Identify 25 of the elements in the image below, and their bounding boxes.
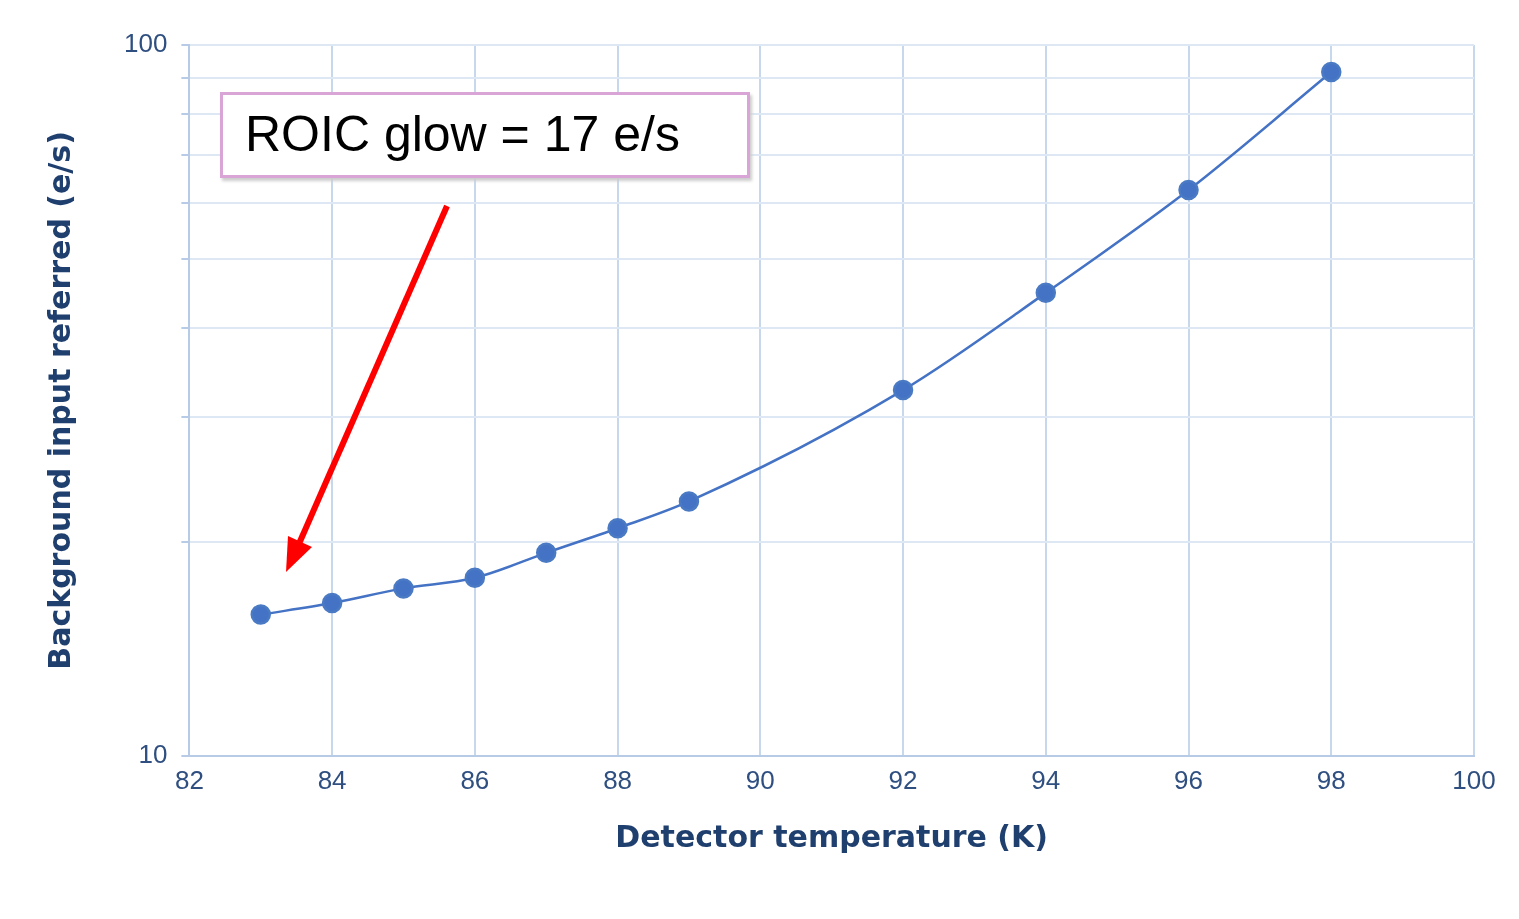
- x-tick-label: 96: [1174, 764, 1203, 795]
- x-tick-label: 84: [317, 764, 347, 795]
- point: [1178, 179, 1199, 201]
- point: [535, 542, 557, 564]
- point: [892, 379, 914, 401]
- point: [321, 592, 343, 614]
- point: [678, 491, 700, 512]
- point: [1321, 61, 1342, 83]
- point: [250, 604, 271, 625]
- x-tick-label: 88: [603, 764, 633, 795]
- x-tick-label: 86: [460, 764, 490, 795]
- x-tick-label: 94: [1031, 764, 1061, 795]
- point: [1035, 282, 1057, 304]
- x-tick-label: 90: [745, 764, 775, 795]
- annotation: ROIC glow = 17 e/s: [220, 92, 750, 178]
- x-axis-title: Detector temperature (K): [615, 818, 1049, 854]
- y-axis-title: Background input referred (e/s): [41, 131, 77, 670]
- point: [393, 578, 414, 599]
- x-tick-label: 92: [888, 764, 918, 795]
- y-tick-label: 10: [138, 738, 168, 769]
- point: [607, 517, 628, 539]
- x-tick-label: 100: [1452, 764, 1496, 795]
- x-tick-label: 82: [174, 764, 204, 795]
- point: [464, 567, 486, 589]
- x-tick-label: 98: [1316, 764, 1346, 795]
